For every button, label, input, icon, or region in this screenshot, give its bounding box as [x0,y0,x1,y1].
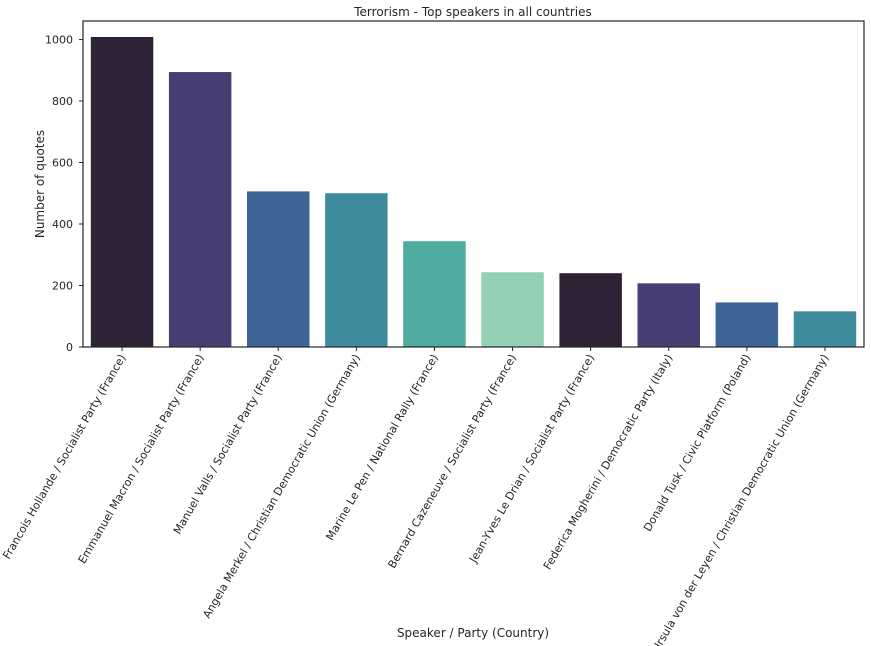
y-tick-label: 600 [52,156,73,169]
bar-5 [403,241,466,347]
x-axis-ticks: Francois Hollande / Socialist Party (Fra… [0,347,832,646]
x-tick-label: Jean-Yves Le Drian / Socialist Party (Fr… [466,352,597,566]
x-tick-label: Ursula von der Leyen / Christian Democra… [650,352,832,646]
bar-3 [247,191,310,347]
x-tick-label: Federica Mogherini / Democratic Party (I… [541,352,675,572]
bar-6 [481,272,544,347]
x-tick-label: Emmanuel Macron / Socialist Party (Franc… [76,352,207,566]
bar-7 [559,273,622,347]
y-tick-label: 400 [52,218,73,231]
bar-9 [715,302,779,347]
bar-4 [325,193,388,347]
y-axis-ticks: 0 200 400 600 800 1000 [45,33,83,354]
bar-1 [90,36,154,347]
bars-group [90,36,857,348]
bar-2 [168,72,232,348]
x-tick-label: Bernard Cazeneuve / Socialist Party (Fra… [385,352,519,571]
y-tick-label: 0 [66,341,73,354]
y-axis-label: Number of quotes [33,130,47,238]
y-tick-label: 200 [52,279,73,292]
plot-frame [82,20,865,348]
x-tick-label: Angela Merkel / Christian Democratic Uni… [200,352,363,621]
y-tick-label: 800 [52,95,73,108]
chart-title: Terrorism - Top speakers in all countrie… [353,5,592,19]
bar-10 [793,311,857,347]
y-tick-label: 1000 [45,33,73,46]
x-tick-label: Francois Hollande / Socialist Party (Fra… [0,352,128,561]
bar-8 [637,283,700,347]
x-axis-label: Speaker / Party (Country) [397,626,549,640]
